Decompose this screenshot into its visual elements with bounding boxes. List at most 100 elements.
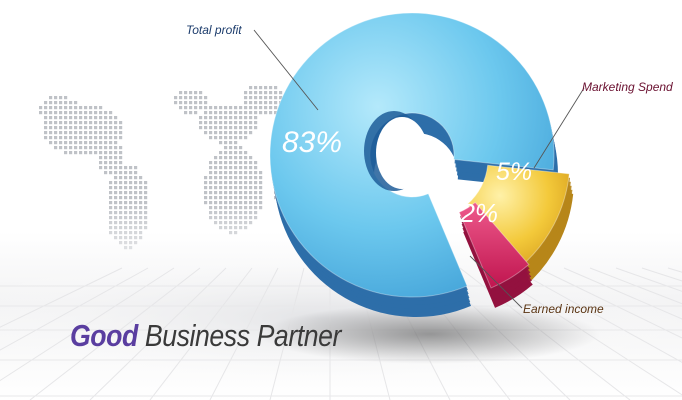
map-dot xyxy=(214,136,218,140)
map-dot xyxy=(84,136,88,140)
map-dot xyxy=(74,116,78,120)
map-dot xyxy=(174,101,178,105)
map-dot xyxy=(119,211,123,215)
map-dot xyxy=(249,91,253,95)
map-dot xyxy=(229,171,233,175)
map-dot xyxy=(269,111,273,115)
map-dot xyxy=(129,231,133,235)
map-dot xyxy=(79,111,83,115)
map-dot xyxy=(199,91,203,95)
donut-hole xyxy=(376,117,428,189)
map-dot xyxy=(239,201,243,205)
map-dot xyxy=(44,111,48,115)
map-dot xyxy=(79,136,83,140)
map-dot xyxy=(219,116,223,120)
map-dot xyxy=(209,196,213,200)
map-dot xyxy=(59,111,63,115)
map-dot xyxy=(119,181,123,185)
map-dot xyxy=(129,211,133,215)
map-dot xyxy=(224,151,228,155)
map-dot xyxy=(119,241,123,245)
map-dot xyxy=(214,156,218,160)
map-dot xyxy=(144,226,148,230)
map-dot xyxy=(219,211,223,215)
map-dot xyxy=(219,136,223,140)
map-dot xyxy=(214,216,218,220)
map-dot xyxy=(234,136,238,140)
map-dot xyxy=(224,131,228,135)
map-dot xyxy=(234,226,238,230)
map-dot xyxy=(74,136,78,140)
map-dot xyxy=(219,201,223,205)
map-dot xyxy=(129,226,133,230)
map-dot xyxy=(109,161,113,165)
map-dot xyxy=(259,181,263,185)
map-dot xyxy=(69,136,73,140)
headline-word-good: Good xyxy=(70,318,138,353)
map-dot xyxy=(94,121,98,125)
map-dot xyxy=(59,116,63,120)
map-dot xyxy=(234,166,238,170)
map-dot xyxy=(254,176,258,180)
map-dot xyxy=(99,126,103,130)
map-dot xyxy=(129,186,133,190)
map-dot xyxy=(134,201,138,205)
map-dot xyxy=(229,166,233,170)
map-dot xyxy=(234,116,238,120)
map-dot xyxy=(234,191,238,195)
map-dot xyxy=(249,86,253,90)
map-dot xyxy=(44,121,48,125)
map-dot xyxy=(94,151,98,155)
map-dot xyxy=(74,131,78,135)
map-dot xyxy=(239,216,243,220)
map-dot xyxy=(49,121,53,125)
map-dot xyxy=(249,206,253,210)
map-dot xyxy=(64,111,68,115)
map-dot xyxy=(224,171,228,175)
map-dot xyxy=(79,106,83,110)
map-dot xyxy=(129,236,133,240)
map-dot xyxy=(59,141,63,145)
map-dot xyxy=(114,231,118,235)
headline-business-partner: Business Partner xyxy=(144,318,342,353)
map-dot xyxy=(224,211,228,215)
map-dot xyxy=(219,216,223,220)
map-dot xyxy=(244,106,248,110)
map-dot xyxy=(224,191,228,195)
map-dot xyxy=(274,106,278,110)
map-dot xyxy=(244,196,248,200)
map-dot xyxy=(109,151,113,155)
map-dot xyxy=(249,121,253,125)
map-dot xyxy=(239,156,243,160)
map-dot xyxy=(229,121,233,125)
map-dot xyxy=(224,141,228,145)
map-dot xyxy=(189,111,193,115)
map-dot xyxy=(74,111,78,115)
map-dot xyxy=(254,191,258,195)
map-dot xyxy=(249,196,253,200)
map-dot xyxy=(254,171,258,175)
map-dot xyxy=(214,126,218,130)
map-dot xyxy=(229,136,233,140)
map-dot xyxy=(184,101,188,105)
map-dot xyxy=(114,201,118,205)
map-dot xyxy=(54,106,58,110)
map-dot xyxy=(44,101,48,105)
map-dot xyxy=(84,106,88,110)
map-dot xyxy=(224,126,228,130)
map-dot xyxy=(239,181,243,185)
map-dot xyxy=(134,216,138,220)
map-dot xyxy=(264,106,268,110)
map-dot xyxy=(204,101,208,105)
map-dot xyxy=(249,126,253,130)
map-dot xyxy=(109,111,113,115)
map-dot xyxy=(249,106,253,110)
map-dot xyxy=(79,116,83,120)
map-dot xyxy=(104,111,108,115)
map-dot xyxy=(249,101,253,105)
map-dot xyxy=(89,126,93,130)
map-dot xyxy=(259,196,263,200)
map-dot xyxy=(114,116,118,120)
map-dot xyxy=(64,131,68,135)
